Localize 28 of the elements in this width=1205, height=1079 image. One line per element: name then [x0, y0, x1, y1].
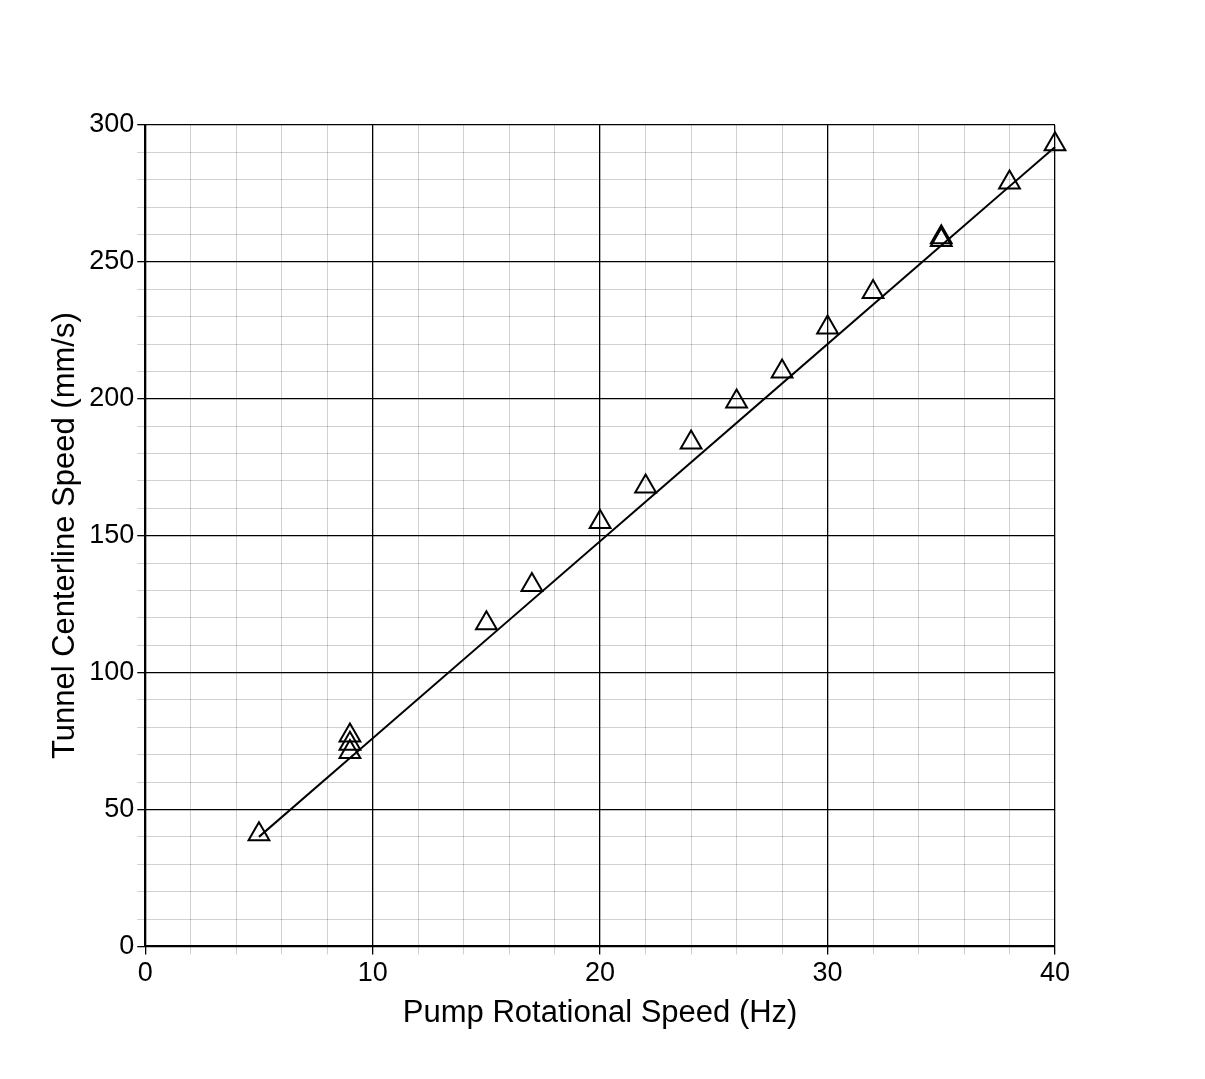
x-tick-label: 10 [357, 957, 388, 988]
y-tick-label: 100 [89, 656, 135, 687]
point [725, 388, 748, 409]
x-tick-label: 30 [812, 957, 843, 988]
point [588, 509, 612, 530]
point [1043, 131, 1067, 152]
y-tick-label: 300 [89, 108, 135, 139]
y-tick-label: 250 [89, 245, 135, 276]
point [338, 730, 362, 751]
point [520, 571, 544, 592]
y-tick-label: 150 [89, 519, 135, 550]
point [338, 722, 362, 743]
point [998, 169, 1021, 190]
point [247, 821, 271, 842]
point [816, 314, 839, 335]
y-tick-label: 0 [119, 929, 135, 960]
point [338, 739, 362, 759]
x-tick-label: 20 [585, 957, 616, 988]
point [770, 358, 794, 379]
x-axis-title: Pump Rotational Speed (Hz) [402, 993, 798, 1029]
y-tick-label: 50 [104, 792, 135, 823]
x-tick-label: 40 [1039, 957, 1071, 988]
y-axis-title: Tunnel Centerline Speed (mm/s) [46, 312, 82, 760]
y-tick-label: 200 [89, 382, 135, 413]
point [634, 473, 657, 494]
point [861, 279, 885, 300]
point [475, 610, 498, 631]
point [679, 429, 703, 450]
